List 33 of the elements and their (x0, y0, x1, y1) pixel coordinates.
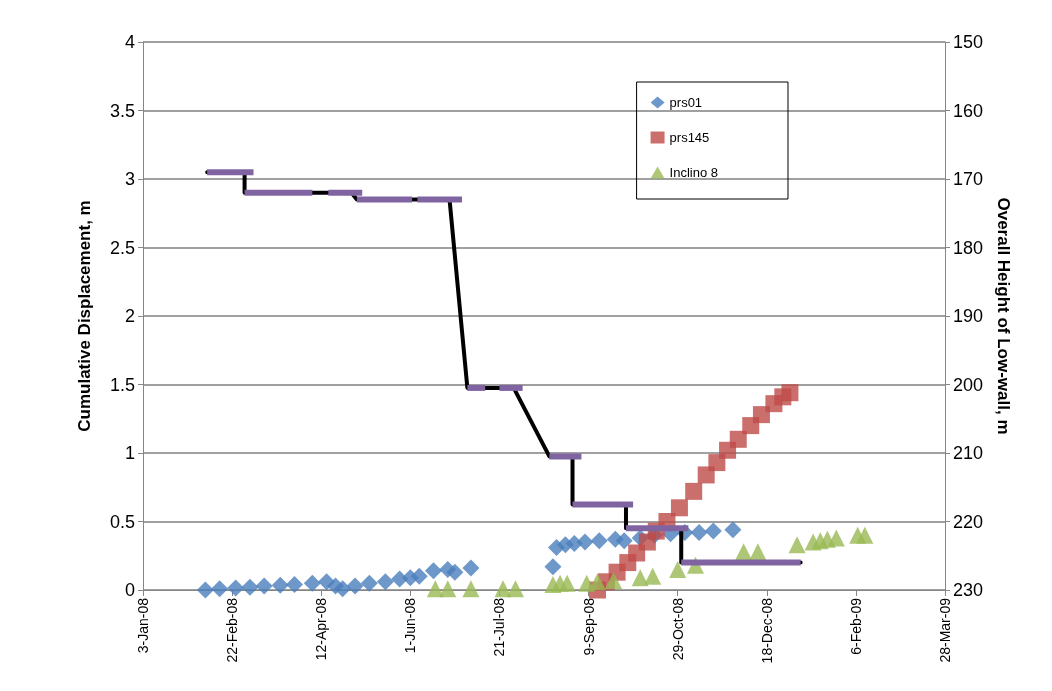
y-tick-label: 0.5 (109, 511, 135, 532)
y2-tick-label: 190 (953, 306, 984, 326)
y2-tick-label: 160 (953, 100, 984, 121)
y-tick-label: 0 (124, 580, 135, 600)
x-tick-label: 12-Apr-08 (313, 597, 330, 661)
y-tick-label: 2.5 (109, 237, 135, 258)
y-tick-label: 1.5 (109, 374, 135, 395)
y-tick-label: 1 (124, 443, 135, 463)
y2-axis-title: Overall Height of Low-wall, m (994, 197, 1013, 435)
y-tick-label: 2 (124, 306, 135, 326)
x-tick-label: 3-Jan-08 (135, 597, 151, 654)
legend-label: Inclino 8 (669, 165, 718, 180)
x-tick-label: 18-Dec-08 (758, 597, 775, 664)
legend-label: prs01 (669, 95, 703, 110)
x-tick-label: 28-Mar-09 (937, 597, 953, 663)
y2-tick-label: 210 (953, 443, 984, 463)
x-tick-label: 1-Jun-08 (402, 597, 419, 654)
y2-tick-label: 230 (953, 580, 984, 600)
y2-tick-label: 170 (953, 169, 984, 189)
y2-tick-label: 150 (953, 32, 984, 52)
y-tick-label: 3 (124, 169, 135, 189)
y-tick-label: 4 (124, 32, 135, 52)
y2-tick-label: 200 (953, 374, 984, 395)
x-tick-label: 22-Feb-08 (224, 597, 241, 663)
y2-tick-label: 220 (953, 511, 984, 532)
y-tick-label: 3.5 (109, 100, 135, 121)
y-axis-title: Cumulative Displacement, m (75, 200, 94, 432)
x-tick-label: 21-Jul-08 (491, 597, 508, 657)
x-tick-label: 6-Feb-09 (847, 597, 864, 655)
y2-tick-label: 180 (953, 237, 984, 258)
x-tick-label: 29-Oct-08 (669, 597, 686, 661)
legend-label: prs145 (669, 130, 710, 145)
x-tick-label: 9-Sep-08 (580, 597, 597, 656)
